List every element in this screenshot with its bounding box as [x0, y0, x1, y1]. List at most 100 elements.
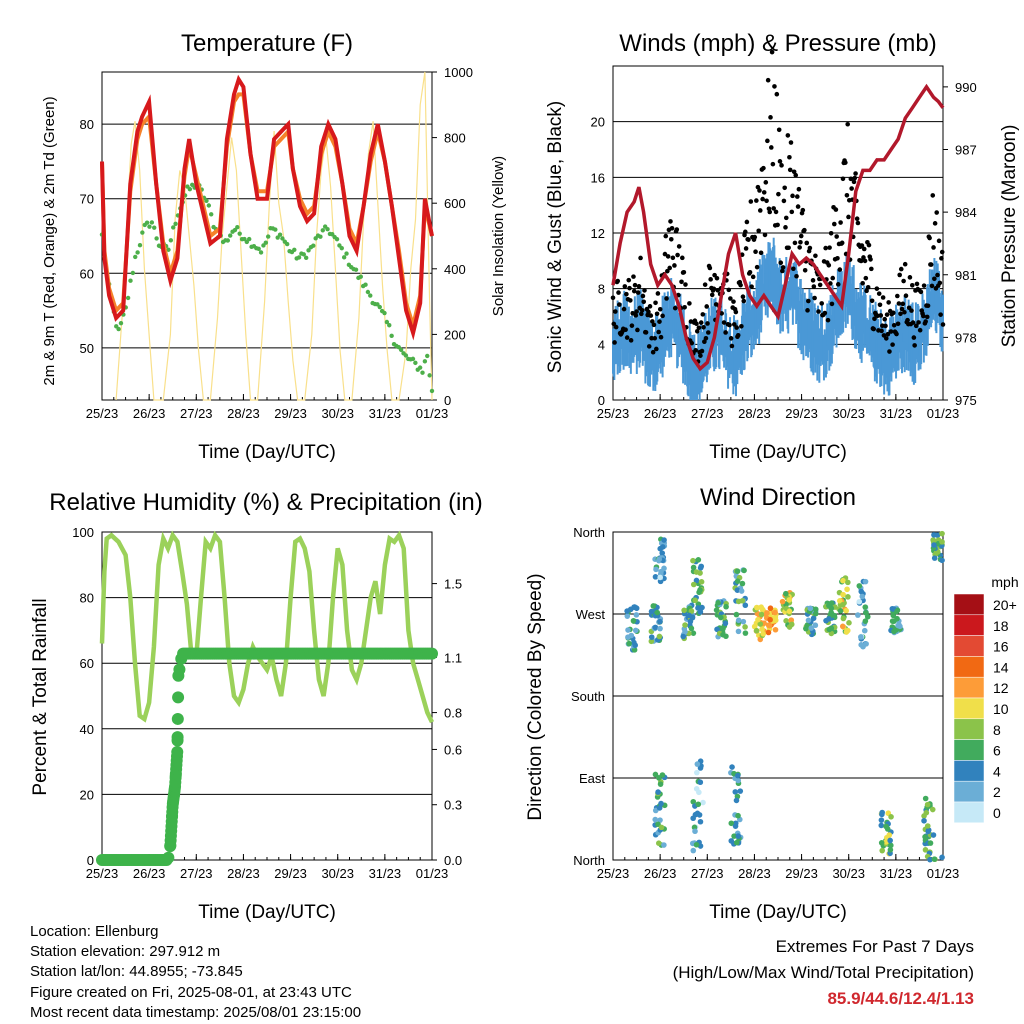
y-tick-label: 80	[80, 117, 94, 132]
gust-point	[859, 243, 865, 248]
gust-point	[726, 287, 732, 293]
y-tick-label: 70	[80, 192, 94, 207]
direction-point	[779, 598, 786, 605]
dewpoint-point	[429, 388, 435, 394]
direction-point	[733, 611, 740, 618]
direction-point	[893, 608, 900, 615]
direction-point	[772, 617, 779, 624]
rain-point	[426, 647, 438, 660]
dewpoint-point	[292, 247, 297, 252]
gust-point	[658, 334, 664, 340]
direction-point	[837, 598, 843, 604]
direction-point	[767, 616, 773, 623]
dewpoint-point	[382, 310, 387, 316]
gust-point	[905, 317, 910, 323]
direction-point	[742, 624, 748, 630]
gust-point	[753, 249, 758, 255]
y-right-tick-label: 400	[444, 262, 466, 277]
gust-point	[781, 198, 787, 204]
direction-point	[757, 621, 764, 627]
x-tick-label: 26/23	[644, 406, 677, 421]
dewpoint-point	[206, 203, 212, 208]
dewpoint-point	[133, 254, 138, 260]
dewpoint-point	[398, 347, 404, 353]
dewpoint-point	[242, 236, 247, 242]
direction-point	[695, 801, 702, 808]
gust-point	[791, 266, 796, 272]
direction-point	[939, 557, 945, 564]
gust-point	[611, 321, 617, 327]
gust-point	[891, 310, 896, 316]
direction-point	[694, 810, 701, 817]
direction-title: Wind Direction	[700, 484, 856, 511]
dewpoint-point	[341, 255, 347, 260]
gust-point	[855, 220, 861, 226]
x-tick-label: 29/23	[785, 406, 818, 421]
gust-point	[907, 275, 913, 280]
direction-point	[861, 627, 868, 634]
gust-point	[829, 301, 835, 307]
gust-point	[679, 279, 684, 285]
gust-point	[930, 193, 936, 198]
direction-point	[930, 537, 936, 543]
gust-point	[626, 277, 632, 283]
gust-point	[636, 284, 642, 289]
direction-point	[735, 628, 742, 635]
direction-point	[803, 625, 809, 632]
direction-point	[840, 577, 846, 584]
legend-label: 4	[993, 763, 1001, 779]
rain-point	[172, 669, 185, 682]
gust-point	[806, 298, 811, 304]
direction-point	[839, 602, 846, 608]
gust-point	[672, 305, 678, 311]
gust-point	[788, 140, 794, 145]
gust-point	[670, 255, 676, 261]
gust-point	[746, 237, 751, 242]
gust-point	[828, 281, 833, 286]
direction-point	[889, 605, 896, 612]
gust-point	[939, 256, 944, 261]
dewpoint-point	[318, 234, 323, 239]
direction-point	[661, 565, 667, 572]
humidity-xlabel: Time (Day/UTC)	[198, 902, 336, 923]
direction-point	[652, 816, 659, 823]
direction-point	[767, 605, 774, 612]
gust-point	[612, 340, 617, 345]
gust-point	[778, 260, 784, 266]
direction-point	[739, 580, 746, 587]
direction-point	[694, 769, 700, 776]
dewpoint-point	[403, 353, 409, 358]
gust-point	[869, 266, 874, 272]
extremes-values: 85.9/44.6/12.4/1.13	[827, 989, 974, 1008]
direction-point	[656, 556, 663, 563]
direction-point	[654, 609, 661, 616]
elevation-text: Station elevation: 297.912 m	[30, 943, 221, 961]
gust-point	[694, 321, 699, 326]
direction-point	[658, 824, 665, 831]
direction-point	[648, 634, 655, 640]
direction-point	[624, 613, 631, 619]
y-right-tick-label: 0.0	[444, 853, 462, 868]
dewpoint-point	[204, 198, 209, 203]
direction-point	[929, 806, 936, 813]
direction-point	[863, 641, 869, 647]
legend-label: 2	[993, 784, 1001, 800]
direction-point	[697, 779, 704, 786]
dewpoint-point	[320, 228, 325, 233]
gust-point	[909, 283, 915, 288]
rain-point	[171, 734, 184, 747]
gust-point	[643, 330, 649, 335]
gust-point	[798, 239, 803, 245]
station-info: Location: Ellenburg Station elevation: 2…	[30, 922, 361, 1023]
direction-point	[631, 647, 638, 653]
direction-point	[845, 579, 851, 586]
gust-point	[674, 227, 680, 232]
gust-point	[665, 268, 670, 274]
gust-point	[923, 319, 928, 324]
gust-point	[729, 343, 735, 349]
gust-point	[657, 319, 662, 324]
direction-point	[692, 597, 699, 604]
gust-point	[735, 333, 741, 338]
x-tick-label: 27/23	[691, 866, 724, 881]
